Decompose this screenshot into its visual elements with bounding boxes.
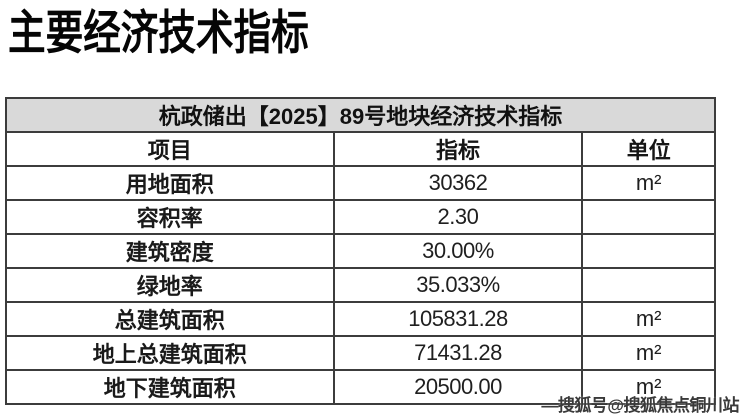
- table-row: 绿地率 35.033%: [5, 267, 716, 303]
- table-row: 地上总建筑面积 71431.28 m²: [5, 335, 716, 371]
- unit-cell: m²: [581, 369, 716, 405]
- column-header-unit: 单位: [581, 131, 716, 167]
- column-header-item: 项目: [5, 131, 335, 167]
- table-row: 建筑密度 30.00%: [5, 233, 716, 269]
- indicator-table: 杭政储出【2025】89号地块经济技术指标 项目 指标 单位 用地面积 3036…: [5, 97, 716, 405]
- unit-cell: m²: [581, 165, 716, 201]
- table-row: 总建筑面积 105831.28 m²: [5, 301, 716, 337]
- unit-cell: [581, 199, 716, 235]
- page-title: 主要经济技术指标: [8, 6, 309, 59]
- value-cell: 20500.00: [332, 369, 584, 405]
- item-cell: 地下建筑面积: [5, 369, 335, 405]
- item-cell: 建筑密度: [5, 233, 335, 269]
- value-cell: 30362: [332, 165, 584, 201]
- unit-cell: [581, 267, 716, 303]
- watermark: —搜狐号@搜狐焦点铜川站: [541, 396, 739, 415]
- column-header-value: 指标: [332, 131, 584, 167]
- item-cell: 容积率: [5, 199, 335, 235]
- table-row: 地下建筑面积 20500.00 m²: [5, 369, 716, 405]
- value-cell: 2.30: [332, 199, 584, 235]
- value-cell: 105831.28: [332, 301, 584, 337]
- column-header-row: 项目 指标 单位: [5, 131, 716, 167]
- unit-cell: m²: [581, 301, 716, 337]
- item-cell: 绿地率: [5, 267, 335, 303]
- item-cell: 用地面积: [5, 165, 335, 201]
- item-cell: 地上总建筑面积: [5, 335, 335, 371]
- value-cell: 30.00%: [332, 233, 584, 269]
- table-title: 杭政储出【2025】89号地块经济技术指标: [5, 97, 716, 133]
- table-title-row: 杭政储出【2025】89号地块经济技术指标: [5, 97, 716, 133]
- value-cell: 71431.28: [332, 335, 584, 371]
- unit-cell: m²: [581, 335, 716, 371]
- table-row: 用地面积 30362 m²: [5, 165, 716, 201]
- item-cell: 总建筑面积: [5, 301, 335, 337]
- table-row: 容积率 2.30: [5, 199, 716, 235]
- value-cell: 35.033%: [332, 267, 584, 303]
- unit-cell: [581, 233, 716, 269]
